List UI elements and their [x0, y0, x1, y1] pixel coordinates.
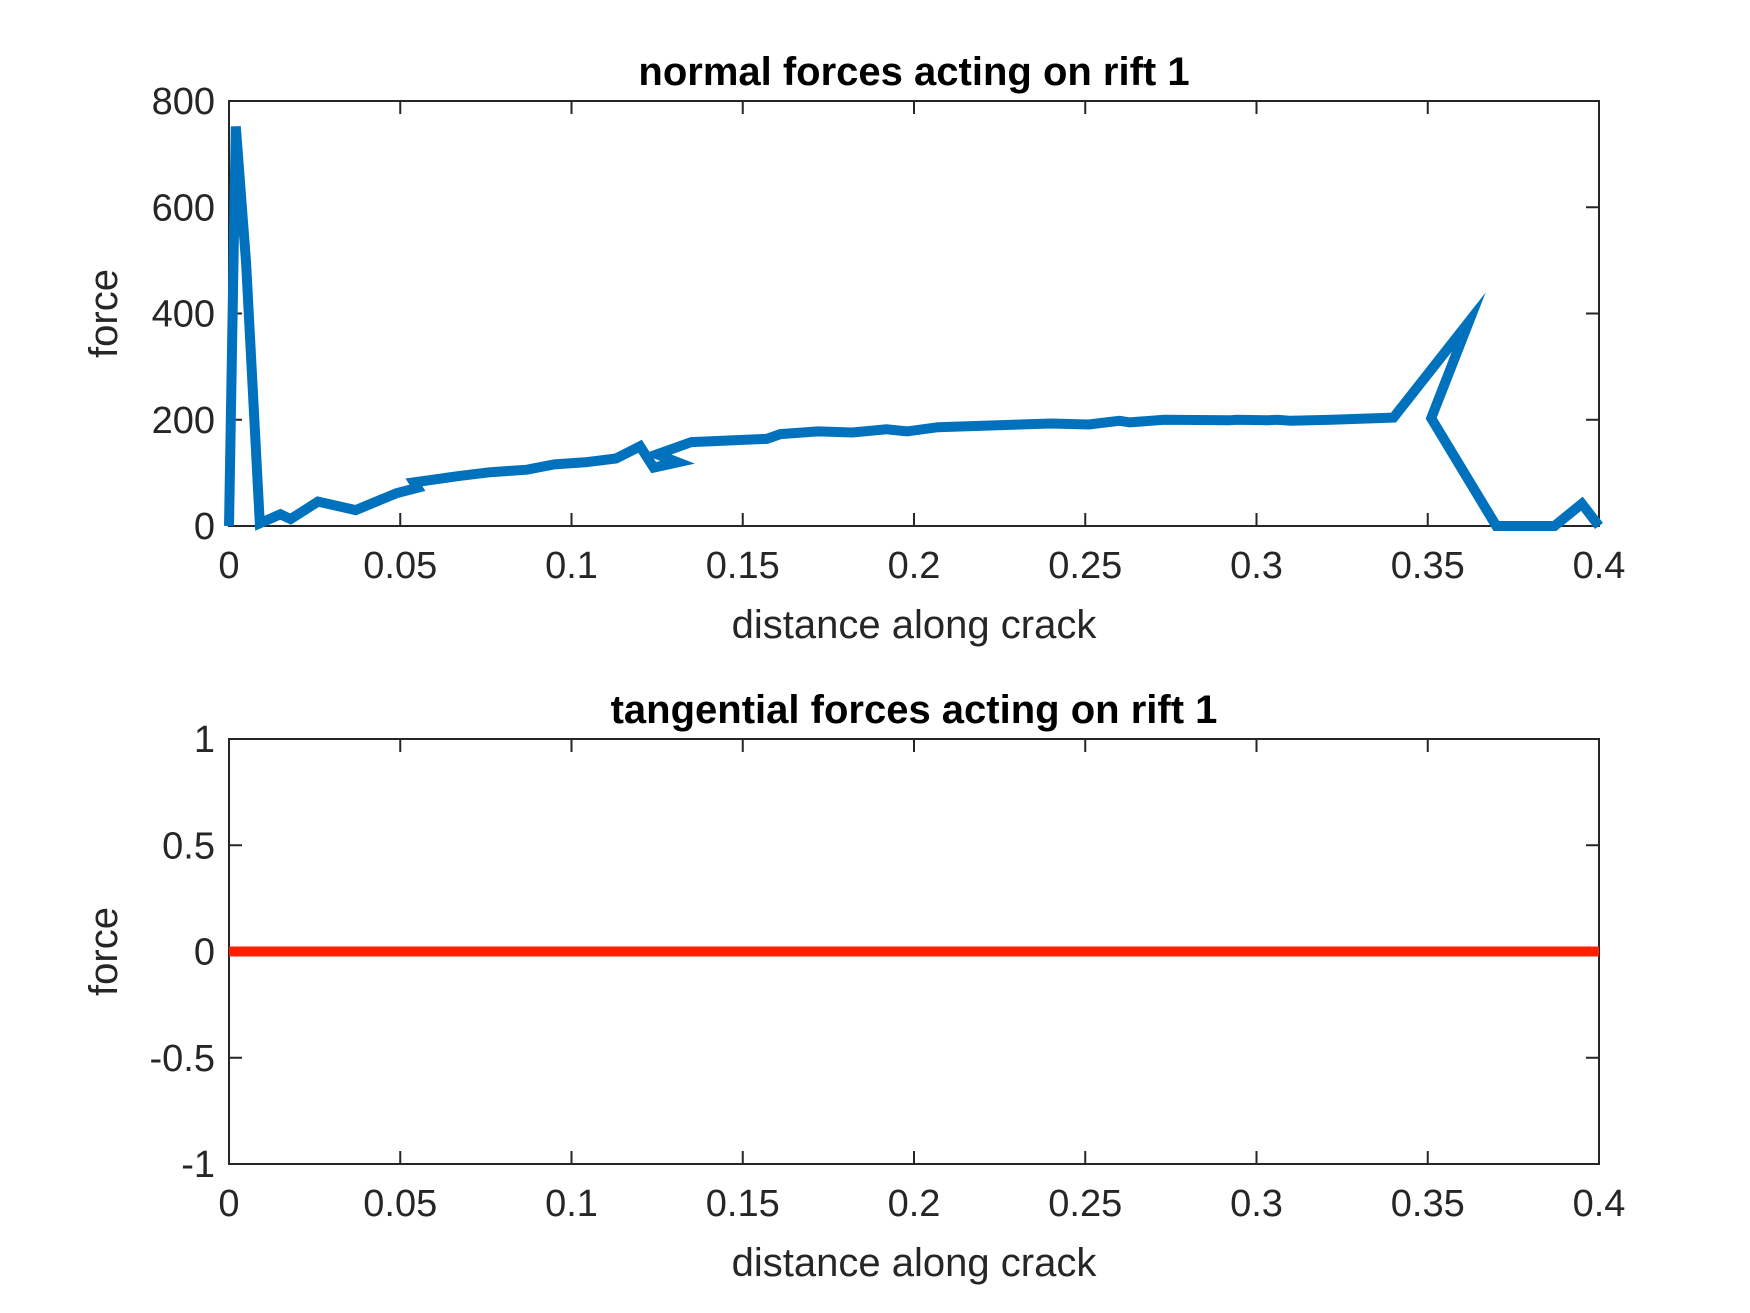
x-tick-label: 0.1 — [545, 1183, 598, 1225]
x-tick-label: 0.15 — [706, 545, 780, 587]
chart-title: normal forces acting on rift 1 — [638, 50, 1189, 94]
x-tick-label: 0.05 — [363, 545, 437, 587]
x-tick-label: 0.3 — [1230, 545, 1283, 587]
x-tick-label: 0 — [218, 1183, 239, 1225]
y-tick-label: 200 — [152, 400, 215, 442]
x-axis-label: distance along crack — [732, 603, 1098, 647]
y-tick-label: 0 — [194, 932, 215, 974]
chart-title: tangential forces acting on rift 1 — [611, 688, 1218, 732]
y-tick-label: 800 — [152, 81, 215, 123]
tangential-forces-panel: 0 0.05 0.1 0.15 0.2 0.25 0.3 0.35 0.4 -1 -0.5 0 0.5 1… — [82, 688, 1625, 1285]
y-tick-label: 0 — [194, 506, 215, 548]
x-tick-label: 0.35 — [1391, 1183, 1465, 1225]
x-tick-label: 0.25 — [1048, 545, 1122, 587]
x-tick-label: 0.4 — [1573, 545, 1626, 587]
series-line — [224, 126, 1603, 531]
axes-box — [228, 100, 1600, 527]
x-tick-label: 0.2 — [888, 1183, 941, 1225]
y-tick-label: 1 — [194, 719, 215, 761]
x-axis-label: distance along crack — [732, 1241, 1098, 1285]
y-tick-label: 400 — [152, 294, 215, 336]
y-tick-label: -1 — [181, 1144, 215, 1186]
x-tick-label: 0.2 — [888, 545, 941, 587]
x-tick-label: 0.25 — [1048, 1183, 1122, 1225]
x-tick-label: 0 — [218, 545, 239, 587]
y-tick-label: 600 — [152, 187, 215, 229]
y-axis-label: force — [82, 907, 126, 996]
x-tick-label: 0.35 — [1391, 545, 1465, 587]
y-tick-label: 0.5 — [162, 825, 215, 867]
x-tick-label: 0.15 — [706, 1183, 780, 1225]
y-tick-label: -0.5 — [150, 1038, 215, 1080]
x-tick-label: 0.05 — [363, 1183, 437, 1225]
x-tick-label: 0.3 — [1230, 1183, 1283, 1225]
y-axis-label: force — [82, 269, 126, 358]
x-tick-label: 0.1 — [545, 545, 598, 587]
x-tick-label: 0.4 — [1573, 1183, 1626, 1225]
normal-forces-panel: 0 0.05 0.1 0.15 0.2 0.25 0.3 0.35 0.4 0 200 400 600 8… — [82, 50, 1625, 647]
